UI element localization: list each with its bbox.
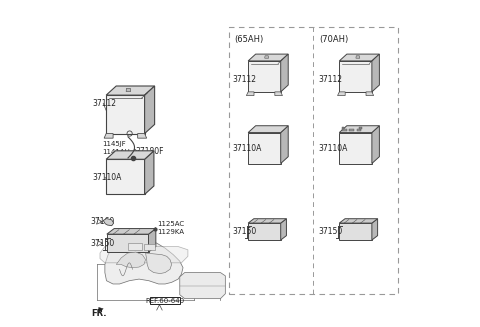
- Text: 37160: 37160: [91, 217, 115, 226]
- Polygon shape: [248, 54, 288, 61]
- Polygon shape: [106, 159, 144, 195]
- Text: (65AH): (65AH): [234, 35, 264, 44]
- Polygon shape: [106, 86, 155, 95]
- Bar: [128, 243, 142, 250]
- Polygon shape: [356, 56, 360, 58]
- Polygon shape: [281, 219, 287, 240]
- Bar: [342, 127, 344, 129]
- Polygon shape: [339, 223, 372, 240]
- Bar: [357, 129, 361, 131]
- Bar: [228, 27, 398, 294]
- Polygon shape: [281, 126, 288, 164]
- Polygon shape: [372, 219, 378, 240]
- Text: 1125AC
1129KA: 1125AC 1129KA: [157, 221, 184, 235]
- Polygon shape: [248, 223, 281, 240]
- Polygon shape: [106, 95, 144, 133]
- Polygon shape: [275, 92, 282, 95]
- Text: 37150: 37150: [318, 227, 342, 236]
- Text: 1145JF
1141AH: 1145JF 1141AH: [103, 141, 131, 155]
- Polygon shape: [372, 126, 379, 164]
- Polygon shape: [144, 151, 154, 195]
- Polygon shape: [339, 219, 378, 223]
- Polygon shape: [248, 132, 281, 164]
- Polygon shape: [105, 238, 183, 284]
- Polygon shape: [366, 92, 373, 95]
- Polygon shape: [107, 229, 156, 234]
- Polygon shape: [372, 54, 379, 92]
- Text: 37112: 37112: [232, 75, 256, 84]
- Polygon shape: [281, 54, 288, 92]
- Text: 37110A: 37110A: [93, 173, 122, 182]
- Bar: [150, 297, 180, 304]
- Polygon shape: [107, 234, 148, 252]
- Polygon shape: [180, 273, 225, 299]
- Polygon shape: [148, 229, 156, 252]
- Polygon shape: [248, 219, 287, 223]
- Polygon shape: [265, 56, 269, 58]
- Text: 37112: 37112: [93, 99, 117, 108]
- Text: (70AH): (70AH): [319, 35, 348, 44]
- Text: 37110A: 37110A: [318, 144, 348, 152]
- Polygon shape: [99, 307, 103, 313]
- Text: 37180F: 37180F: [135, 146, 164, 156]
- Polygon shape: [138, 133, 147, 138]
- Text: 37150: 37150: [91, 239, 115, 248]
- Polygon shape: [339, 61, 372, 92]
- Bar: [360, 127, 362, 129]
- Polygon shape: [106, 151, 154, 159]
- Polygon shape: [246, 92, 254, 95]
- Bar: [144, 244, 156, 250]
- Polygon shape: [339, 126, 379, 132]
- Text: 37110A: 37110A: [232, 144, 262, 152]
- Polygon shape: [103, 218, 114, 226]
- Polygon shape: [116, 252, 145, 268]
- Bar: [349, 129, 354, 131]
- Polygon shape: [100, 247, 188, 263]
- Polygon shape: [339, 132, 372, 164]
- Polygon shape: [339, 54, 379, 61]
- Polygon shape: [104, 133, 113, 138]
- Bar: [342, 129, 347, 131]
- Text: 37150: 37150: [232, 227, 257, 236]
- Polygon shape: [126, 88, 131, 92]
- Polygon shape: [145, 253, 172, 274]
- Text: REF.60-640: REF.60-640: [146, 298, 185, 303]
- Polygon shape: [337, 92, 345, 95]
- Text: 37112: 37112: [318, 75, 342, 84]
- Polygon shape: [248, 126, 288, 132]
- Polygon shape: [144, 86, 155, 133]
- Polygon shape: [248, 61, 281, 92]
- Text: FR.: FR.: [91, 309, 107, 318]
